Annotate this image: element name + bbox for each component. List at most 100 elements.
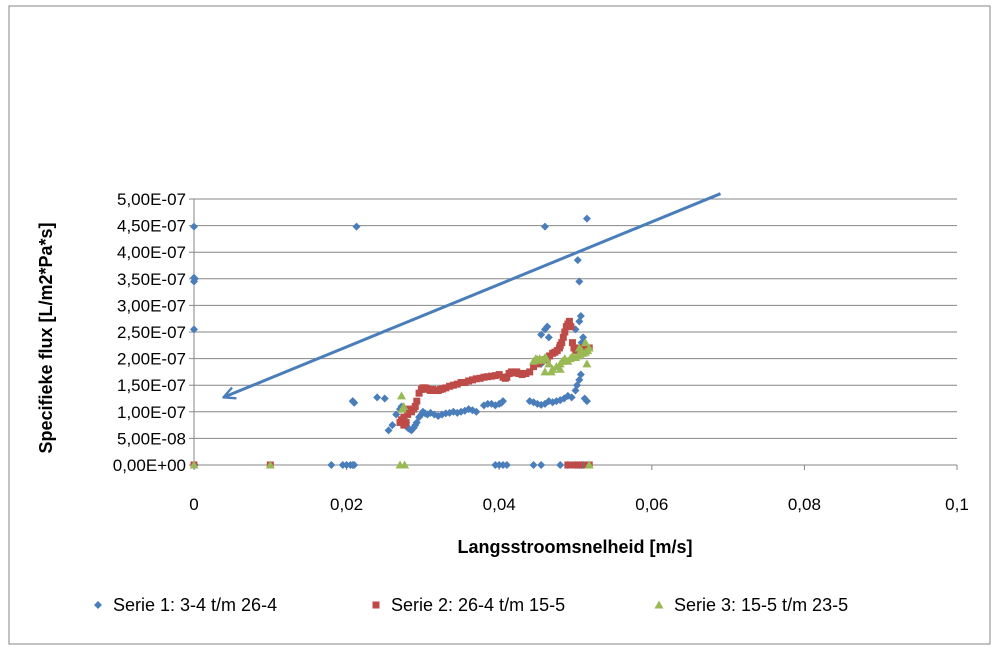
data-point xyxy=(575,461,583,469)
series-3 xyxy=(189,338,594,469)
data-point xyxy=(518,371,526,379)
data-point xyxy=(189,460,199,469)
legend-label: Serie 2: 26-4 t/m 15-5 xyxy=(391,595,565,615)
data-point xyxy=(584,460,594,469)
data-point xyxy=(472,375,480,383)
gridlines xyxy=(194,198,957,439)
data-point xyxy=(544,333,553,342)
data-point xyxy=(543,322,552,331)
trend-arrow xyxy=(225,192,722,397)
x-tick-label: 0,04 xyxy=(483,495,516,514)
data-point xyxy=(582,214,591,223)
data-point xyxy=(559,333,567,341)
y-tick-label: 5,00E-08 xyxy=(117,429,186,448)
data-point xyxy=(574,343,584,352)
data-point xyxy=(576,370,585,379)
data-point xyxy=(449,381,457,389)
data-point xyxy=(544,359,554,368)
data-point xyxy=(373,393,382,402)
annotations xyxy=(225,192,722,397)
legend-label: Serie 3: 15-5 t/m 23-5 xyxy=(674,595,848,615)
data-point xyxy=(573,256,582,265)
chart-outer-border xyxy=(8,5,991,645)
data-series xyxy=(189,214,594,469)
data-point xyxy=(472,407,481,416)
data-point xyxy=(558,339,566,347)
x-tick-label: 0,1 xyxy=(945,495,969,514)
data-point xyxy=(415,389,423,397)
data-point xyxy=(576,312,585,321)
y-tick-label: 2,00E-07 xyxy=(117,350,186,369)
data-point xyxy=(572,461,579,469)
data-point xyxy=(582,397,591,406)
data-point xyxy=(568,461,576,469)
data-point xyxy=(397,404,407,413)
y-tick-label: 0,00E+00 xyxy=(113,456,186,475)
data-point xyxy=(465,377,473,385)
x-axis-title: Langsstroomsnelheid [m/s] xyxy=(457,537,692,557)
y-tick-label: 3,50E-07 xyxy=(117,270,186,289)
data-point xyxy=(567,393,576,402)
x-tick-label: 0,02 xyxy=(330,495,363,514)
data-point xyxy=(350,398,359,407)
data-point xyxy=(400,413,408,421)
data-point xyxy=(352,222,361,231)
data-point xyxy=(495,371,503,379)
y-tick-label: 5,00E-07 xyxy=(117,190,186,209)
y-tick-label: 4,50E-07 xyxy=(117,217,186,236)
y-tick-label: 2,50E-07 xyxy=(117,323,186,342)
data-point xyxy=(400,460,410,469)
data-point xyxy=(565,317,573,325)
legend-marker xyxy=(372,601,380,609)
data-point xyxy=(480,373,488,381)
data-point xyxy=(561,328,569,336)
data-point xyxy=(484,373,492,381)
y-tick-label: 1,50E-07 xyxy=(117,376,186,395)
data-point xyxy=(575,277,584,286)
data-point xyxy=(350,461,359,469)
data-point xyxy=(548,364,558,373)
legend-marker xyxy=(94,601,102,609)
data-point xyxy=(491,372,499,380)
y-tick-label: 1,00E-07 xyxy=(117,403,186,422)
data-point xyxy=(555,364,565,373)
data-point xyxy=(488,372,496,380)
data-point xyxy=(397,391,407,400)
data-point xyxy=(190,274,199,283)
data-point xyxy=(400,421,408,429)
x-tick-labels: 0 0,02 0,04 0,06 0,08 0,1 xyxy=(189,495,969,514)
data-point xyxy=(190,222,198,231)
data-point xyxy=(442,384,450,392)
data-point xyxy=(190,325,198,334)
data-point xyxy=(522,369,530,377)
x-tick-label: 0,06 xyxy=(635,495,668,514)
data-point xyxy=(582,359,592,368)
data-point xyxy=(530,363,538,371)
y-axis-title: Specifieke flux [L/m2*Pa*s] xyxy=(36,222,56,453)
data-point xyxy=(453,380,461,388)
data-point xyxy=(568,339,576,347)
data-point xyxy=(461,379,469,387)
data-point xyxy=(567,323,575,331)
legend: Serie 1: 3-4 t/m 26-4 Serie 2: 26-4 t/m 1… xyxy=(94,595,848,615)
y-tick-labels: 0,00E+00 5,00E-08 1,00E-07 1,50E-07 2,00E-07… xyxy=(113,190,186,475)
data-point xyxy=(388,421,397,430)
data-point xyxy=(468,376,476,384)
data-point xyxy=(526,368,534,376)
data-point xyxy=(556,461,565,469)
data-point xyxy=(529,461,538,469)
data-point xyxy=(503,373,511,381)
legend-label: Serie 1: 3-4 t/m 26-4 xyxy=(113,595,277,615)
data-point xyxy=(499,397,508,406)
y-tick-label: 4,00E-07 xyxy=(117,243,186,262)
data-point xyxy=(584,343,594,352)
data-point xyxy=(537,461,546,469)
data-point xyxy=(404,410,412,418)
data-point xyxy=(502,461,511,469)
x-tick-label: 0,08 xyxy=(788,495,821,514)
data-point xyxy=(476,374,484,382)
x-tick-label: 0 xyxy=(189,495,198,514)
data-point xyxy=(457,379,465,387)
